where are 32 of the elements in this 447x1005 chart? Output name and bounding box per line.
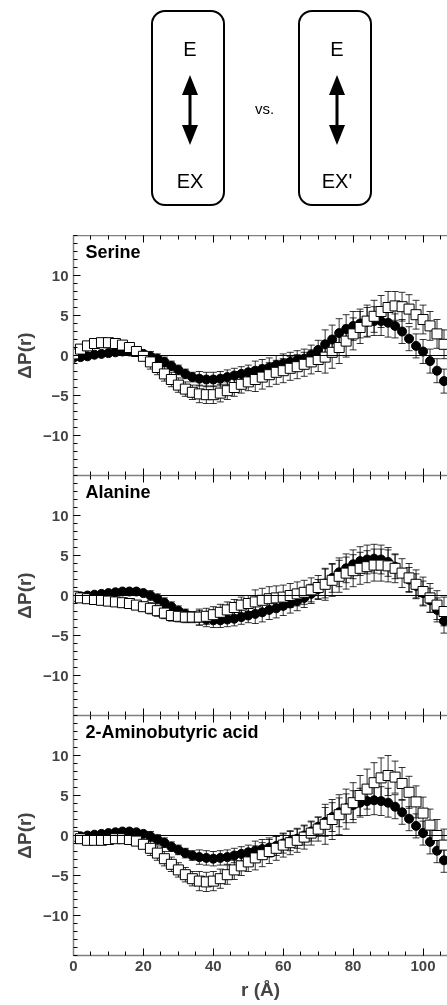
x-tick-label: 80: [344, 956, 362, 974]
y-tick-label: 10: [51, 506, 69, 524]
x-tick-label: 60: [274, 956, 292, 974]
chart-title: 2-Aminobutyric acid: [85, 721, 259, 742]
y-axis-title: ΔP(r): [14, 572, 36, 619]
y-axis-title: ΔP(r): [14, 812, 36, 859]
y-tick-label: 0: [60, 826, 69, 844]
chart-title: Serine: [85, 241, 141, 262]
y-tick-label: 0: [60, 346, 69, 364]
x-tick-label: 20: [135, 956, 152, 974]
y-tick-label: 0: [60, 586, 69, 604]
y-axis-title: ΔP(r): [14, 332, 36, 379]
y-tick-label: −10: [43, 666, 69, 684]
text: EX: [175, 170, 205, 193]
y-tick-label: −5: [51, 386, 69, 404]
text: EX': [320, 170, 354, 193]
y-tick-label: 5: [60, 546, 69, 564]
y-tick-label: 5: [60, 786, 69, 804]
x-tick-label: 40: [204, 956, 222, 974]
chart-title: Alanine: [85, 481, 151, 502]
y-tick-label: −10: [43, 906, 69, 924]
y-tick-label: −10: [43, 426, 69, 444]
y-tick-label: 10: [51, 266, 69, 284]
x-axis-title: r (Å): [240, 978, 281, 1000]
text: E: [182, 38, 198, 61]
text: E: [329, 38, 345, 61]
text: vs.: [255, 100, 275, 117]
y-tick-label: 5: [60, 306, 69, 324]
y-tick-label: −5: [51, 626, 69, 644]
y-tick-label: 10: [51, 746, 69, 764]
y-tick-label: −5: [51, 866, 69, 884]
x-tick-label: 100: [410, 956, 436, 974]
